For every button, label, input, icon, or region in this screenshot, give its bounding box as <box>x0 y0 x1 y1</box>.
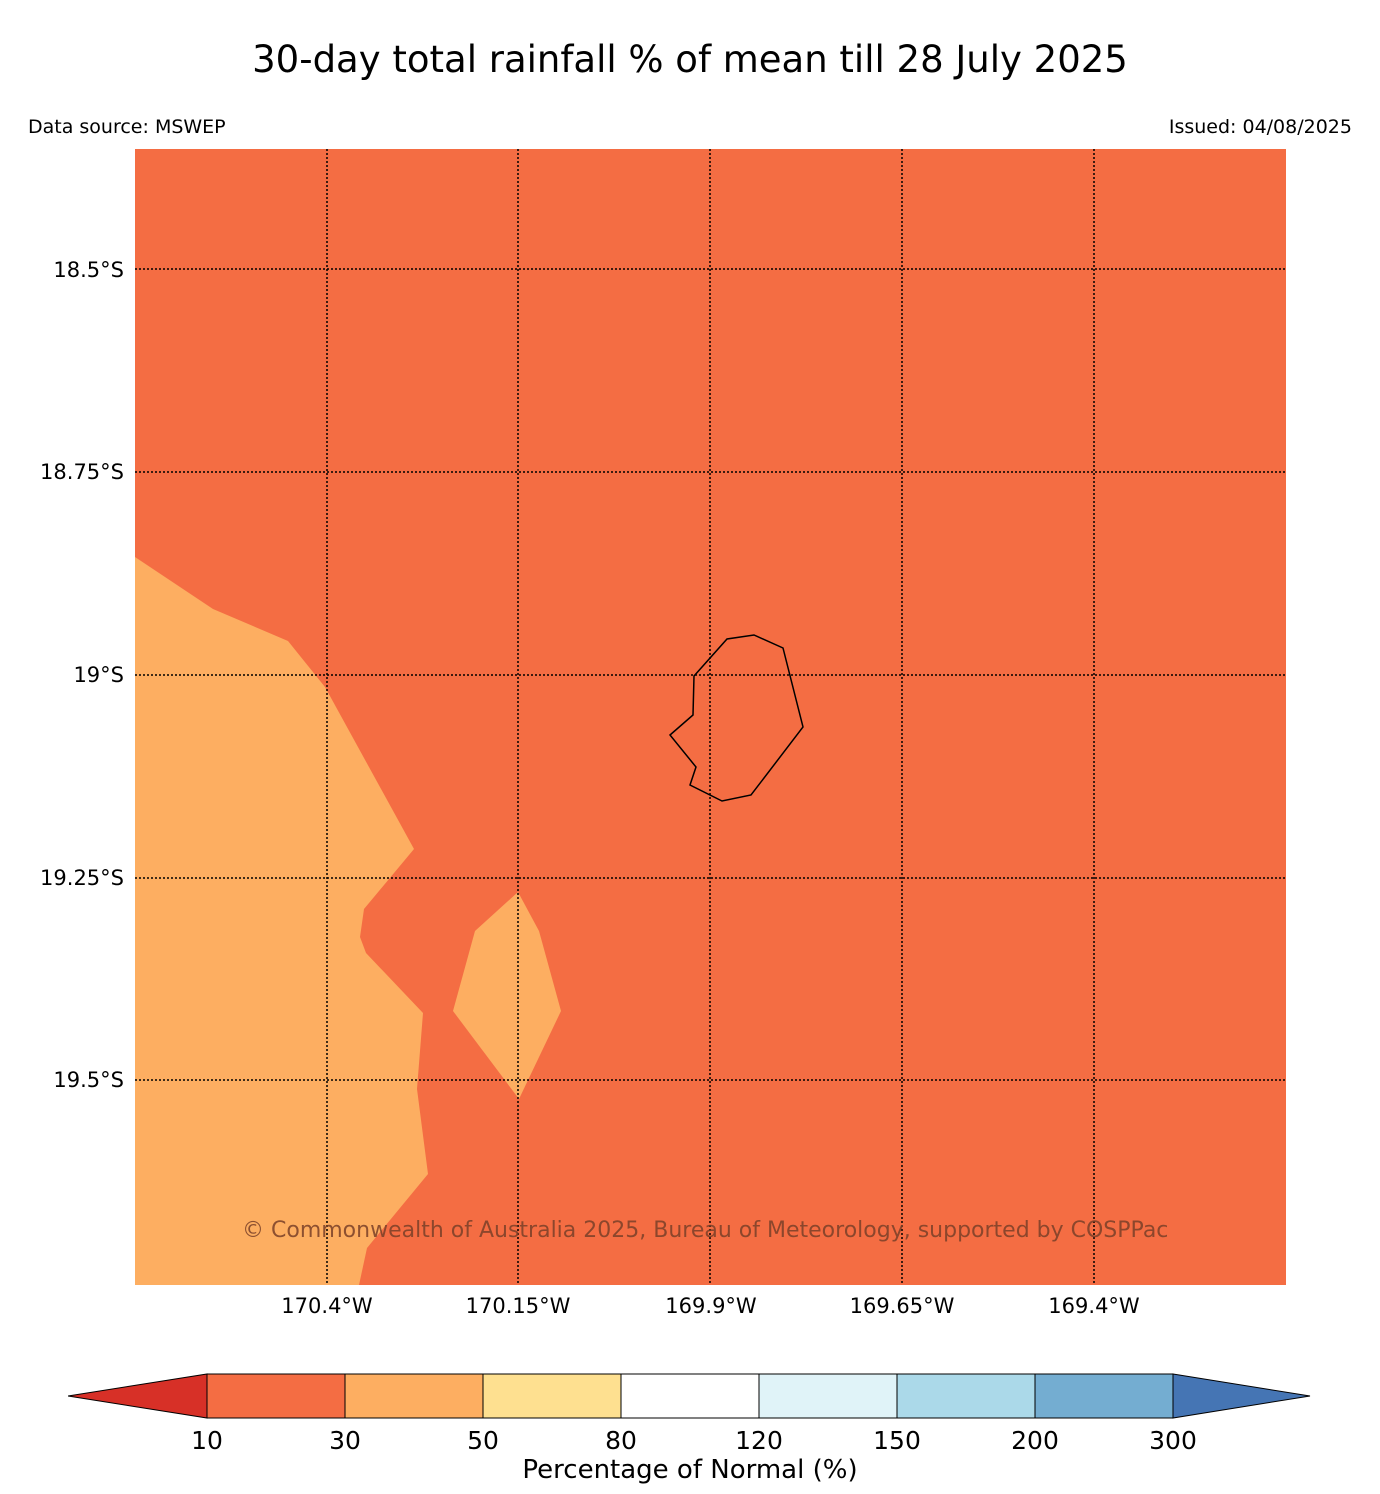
colorbar-segment-below-10 <box>68 1373 208 1419</box>
data-source-label: Data source: MSWEP <box>28 116 226 138</box>
colorbar <box>68 1373 1311 1419</box>
latitude-label: 19.25°S <box>40 866 124 890</box>
latitude-label: 19.5°S <box>53 1068 124 1092</box>
colorbar-title: Percentage of Normal (%) <box>522 1455 858 1485</box>
copyright-notice: © Commonwealth of Australia 2025, Bureau… <box>242 1218 1169 1243</box>
map-canvas <box>135 149 1286 1285</box>
zone-30-50-patch <box>453 892 561 1099</box>
longitude-label: 169.9°W <box>665 1294 757 1318</box>
zone-30-50-west <box>135 557 428 1285</box>
colorbar-segment-10-30 <box>206 1373 346 1419</box>
colorbar-segment-150-200 <box>896 1373 1036 1419</box>
colorbar-tick: 80 <box>605 1426 637 1455</box>
colorbar-tick: 200 <box>1011 1426 1059 1455</box>
latitude-label: 19°S <box>73 663 124 687</box>
longitude-label: 170.4°W <box>281 1294 373 1318</box>
colorbar-segment-30-50 <box>344 1373 484 1419</box>
longitude-label: 169.4°W <box>1048 1294 1140 1318</box>
issued-date-label: Issued: 04/08/2025 <box>1168 116 1352 138</box>
graticule <box>135 149 1286 1285</box>
longitude-label: 170.15°W <box>465 1294 571 1318</box>
colorbar-segment-120-150 <box>758 1373 898 1419</box>
colorbar-segment-80-120 <box>620 1373 760 1419</box>
colorbar-tick: 50 <box>467 1426 499 1455</box>
island-outline <box>668 634 804 802</box>
longitude-label: 169.65°W <box>849 1294 955 1318</box>
colorbar-tick: 150 <box>873 1426 921 1455</box>
colorbar-tick: 30 <box>329 1426 361 1455</box>
colorbar-tick: 300 <box>1149 1426 1197 1455</box>
map-title: 30-day total rainfall % of mean till 28 … <box>252 38 1128 81</box>
colorbar-tick: 10 <box>191 1426 223 1455</box>
colorbar-tick: 120 <box>735 1426 783 1455</box>
colorbar-segment-above-300 <box>1172 1373 1311 1419</box>
latitude-label: 18.75°S <box>40 460 124 484</box>
colorbar-segment-200-300 <box>1034 1373 1174 1419</box>
latitude-label: 18.5°S <box>53 258 124 282</box>
rainfall-map <box>135 149 1286 1285</box>
colorbar-segment-50-80 <box>482 1373 622 1419</box>
